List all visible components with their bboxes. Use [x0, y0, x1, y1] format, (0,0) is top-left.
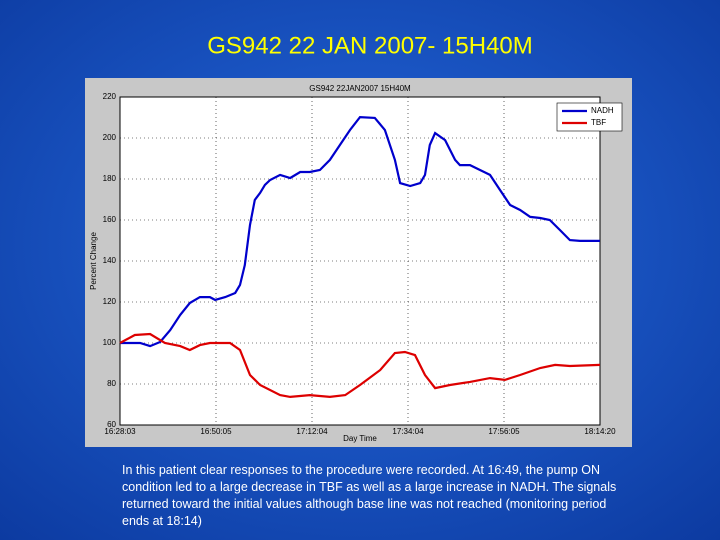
y-tick-label: 80: [107, 379, 116, 388]
x-tick-label: 17:12:04: [296, 427, 328, 436]
y-axis-label: Percent Change: [89, 232, 98, 290]
y-tick-label: 60: [107, 420, 116, 429]
legend-label: NADH: [591, 106, 614, 115]
series-line: [119, 332, 601, 399]
y-tick-label: 120: [103, 297, 117, 306]
legend-label: TBF: [591, 118, 606, 127]
x-tick-label: 18:14:20: [584, 427, 616, 436]
y-tick-label: 220: [103, 92, 117, 101]
caption: In this patient clear responses to the p…: [122, 463, 617, 528]
x-tick-label: 17:56:05: [488, 427, 520, 436]
chart-title: GS942 22JAN2007 15H40M: [309, 84, 411, 93]
y-tick-label: 160: [103, 215, 117, 224]
x-tick-label: 17:34:04: [392, 427, 424, 436]
series-line: [120, 115, 600, 348]
slide-title: GS942 22 JAN 2007- 15H40M: [207, 32, 533, 59]
y-tick-label: 200: [103, 133, 117, 142]
x-axis-label: Day Time: [343, 434, 377, 443]
x-tick-label: 16:28:03: [104, 427, 136, 436]
y-tick-label: 140: [103, 256, 117, 265]
legend-box: [556, 102, 623, 132]
x-tick-label: 16:50:05: [200, 427, 232, 436]
y-tick-label: 180: [103, 174, 117, 183]
y-tick-label: 100: [103, 338, 117, 347]
